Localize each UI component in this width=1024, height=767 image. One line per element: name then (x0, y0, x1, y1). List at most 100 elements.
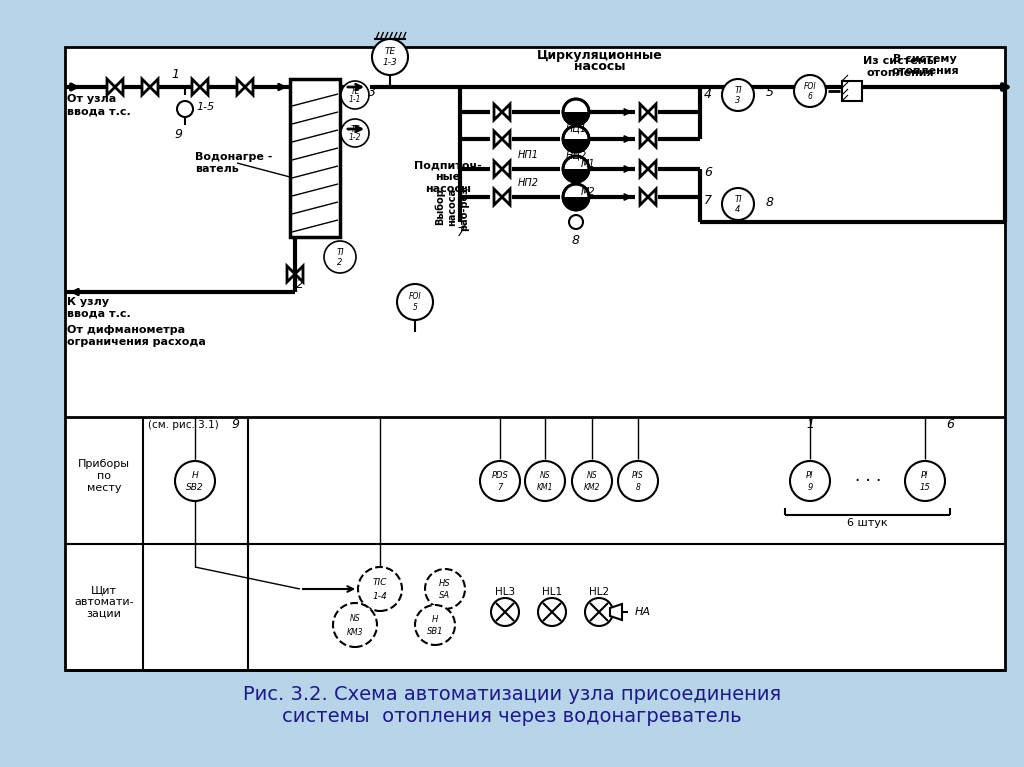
Text: 7: 7 (705, 195, 712, 208)
Text: 4: 4 (735, 205, 740, 214)
Bar (290, 79, 340, 237)
Text: Циркуляционные: Циркуляционные (538, 48, 663, 61)
Text: НП2: НП2 (517, 178, 539, 188)
Text: 7: 7 (498, 483, 503, 492)
Text: 8: 8 (636, 483, 640, 492)
Text: PIS: PIS (632, 471, 644, 480)
Polygon shape (287, 266, 295, 282)
Polygon shape (106, 79, 115, 95)
Text: 3: 3 (368, 87, 376, 100)
Text: НП1: НП1 (517, 150, 539, 160)
Polygon shape (648, 131, 656, 147)
Text: Щит
автомати-
зации: Щит автомати- зации (74, 585, 134, 619)
Text: НЦ1: НЦ1 (565, 123, 587, 133)
Text: От узла: От узла (67, 94, 117, 104)
Circle shape (358, 567, 402, 611)
Text: насосы: насосы (425, 184, 471, 194)
Text: H: H (191, 471, 199, 480)
Text: 1-3: 1-3 (383, 58, 397, 67)
Polygon shape (150, 79, 158, 95)
Circle shape (525, 461, 565, 501)
Text: ввода т.с.: ввода т.с. (67, 309, 131, 319)
Text: HL2: HL2 (589, 587, 609, 597)
Text: НА: НА (635, 607, 651, 617)
Circle shape (563, 184, 589, 210)
Circle shape (722, 188, 754, 220)
Text: 2: 2 (337, 258, 343, 267)
Polygon shape (502, 131, 510, 147)
Text: 1-5: 1-5 (196, 102, 214, 112)
Bar (842, 81, 862, 101)
Text: отопления: отопления (891, 66, 958, 76)
Wedge shape (564, 139, 588, 151)
Text: Из системы: Из системы (863, 56, 937, 66)
Circle shape (341, 81, 369, 109)
Circle shape (790, 461, 830, 501)
Polygon shape (115, 79, 123, 95)
Text: 1: 1 (806, 419, 814, 432)
Circle shape (333, 603, 377, 647)
Text: 8: 8 (766, 196, 774, 209)
Polygon shape (502, 189, 510, 205)
Polygon shape (648, 189, 656, 205)
Text: Приборы
по
месту: Приборы по месту (78, 459, 130, 492)
Circle shape (490, 598, 519, 626)
Text: 2: 2 (296, 278, 304, 291)
Wedge shape (564, 197, 588, 209)
Text: PDS: PDS (492, 471, 509, 480)
Circle shape (372, 39, 408, 75)
Polygon shape (193, 79, 200, 95)
Polygon shape (640, 104, 648, 120)
Circle shape (538, 598, 566, 626)
Text: ТIС: ТIС (373, 578, 387, 588)
Polygon shape (295, 266, 303, 282)
Polygon shape (494, 131, 502, 147)
Text: FOI: FOI (409, 292, 421, 301)
Text: 9: 9 (807, 483, 813, 492)
Circle shape (341, 119, 369, 147)
Text: ные: ные (435, 172, 461, 182)
Text: НЦ2: НЦ2 (565, 150, 587, 160)
Text: M2: M2 (581, 187, 595, 197)
Text: NS: NS (587, 471, 597, 480)
Polygon shape (245, 79, 253, 95)
Circle shape (175, 461, 215, 501)
Text: KM1: KM1 (537, 483, 553, 492)
Polygon shape (640, 189, 648, 205)
Text: ТЕ: ТЕ (350, 124, 359, 133)
Text: HL1: HL1 (542, 587, 562, 597)
Circle shape (585, 598, 613, 626)
Text: 1-1: 1-1 (349, 95, 361, 104)
Text: KM2: KM2 (584, 483, 600, 492)
Circle shape (397, 284, 433, 320)
Text: SB1: SB1 (427, 627, 443, 636)
Text: M1: M1 (581, 159, 595, 169)
Polygon shape (237, 79, 245, 95)
Text: системы  отопления через водонагреватель: системы отопления через водонагреватель (283, 707, 741, 726)
Bar (65, 47, 1005, 670)
Text: PI: PI (806, 471, 814, 480)
Text: Рис. 3.2. Схема автоматизации узла присоединения: Рис. 3.2. Схема автоматизации узла присо… (243, 686, 781, 705)
Circle shape (618, 461, 658, 501)
Text: Водонагре -: Водонагре - (195, 152, 272, 162)
Text: 1-2: 1-2 (349, 133, 361, 142)
Polygon shape (494, 104, 502, 120)
Text: насосы: насосы (574, 61, 626, 74)
Text: 1-4: 1-4 (373, 591, 387, 601)
Circle shape (425, 569, 465, 609)
Polygon shape (502, 161, 510, 177)
Text: 4: 4 (705, 88, 712, 101)
Circle shape (563, 126, 589, 152)
Text: TI: TI (734, 86, 741, 95)
Text: TI: TI (734, 195, 741, 204)
Polygon shape (640, 161, 648, 177)
Polygon shape (494, 161, 502, 177)
Text: HL3: HL3 (495, 587, 515, 597)
Text: H: H (432, 615, 438, 624)
Text: ТЕ: ТЕ (350, 87, 359, 96)
Text: 15: 15 (920, 483, 931, 492)
Circle shape (415, 605, 455, 645)
Text: 5: 5 (413, 303, 418, 312)
Text: 6: 6 (946, 419, 954, 432)
Text: KM3: KM3 (347, 627, 364, 637)
